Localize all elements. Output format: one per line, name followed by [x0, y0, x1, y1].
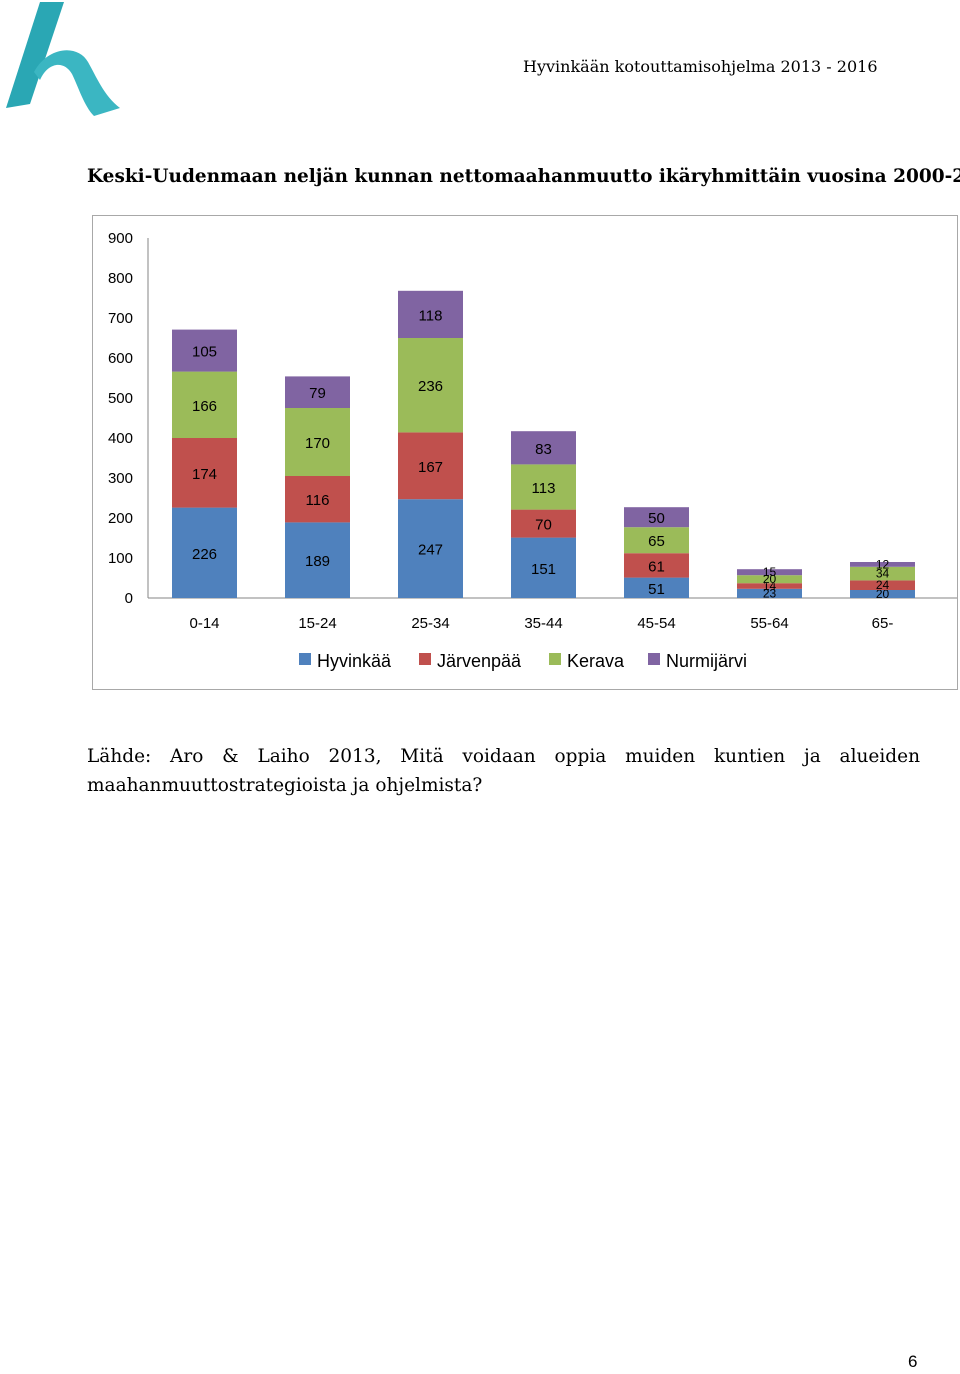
- data-label: 170: [305, 435, 330, 452]
- legend-swatch: [299, 653, 311, 665]
- bar-segment: [737, 588, 802, 598]
- data-label: 105: [192, 344, 217, 361]
- y-tick-label: 200: [108, 510, 133, 527]
- x-tick-label: 0-14: [189, 615, 219, 632]
- source-citation: Lähde: Aro & Laiho 2013, Mitä voidaan op…: [87, 746, 920, 796]
- bar-segment: [285, 376, 350, 408]
- x-tick-label: 25-34: [411, 615, 449, 632]
- x-tick-label: 55-64: [750, 615, 788, 632]
- bar-segment: [511, 464, 576, 510]
- y-tick-label: 900: [108, 230, 133, 247]
- x-tick-label: 15-24: [298, 615, 336, 632]
- bar-segment: [172, 329, 237, 372]
- data-label: 20: [876, 587, 890, 601]
- y-tick-label: 500: [108, 390, 133, 407]
- bar-segment: [285, 522, 350, 598]
- bar-segment: [398, 290, 463, 338]
- document-header-title: Hyvinkään kotouttamisohjelma 2013 - 2016: [523, 57, 878, 76]
- legend-swatch: [419, 653, 431, 665]
- bar-segment: [737, 569, 802, 576]
- bar-segment: [850, 590, 915, 598]
- bar-segment: [285, 476, 350, 523]
- data-label: 61: [648, 558, 665, 575]
- data-label: 65: [648, 533, 665, 550]
- bar-segment: [285, 408, 350, 476]
- stacked-bar-chart: 0 100 200 300 400 500 600 700 800 900 226 174 166 105…: [108, 230, 957, 671]
- data-label: 151: [531, 561, 556, 578]
- bar-segment: [172, 507, 237, 598]
- y-tick-label: 100: [108, 550, 133, 567]
- data-label: 50: [648, 510, 665, 527]
- bar-segment: [398, 432, 463, 500]
- bar-segment: [850, 566, 915, 581]
- bar-segment: [624, 553, 689, 578]
- y-tick-label: 300: [108, 470, 133, 487]
- y-tick-label: 800: [108, 270, 133, 287]
- page-number: 6: [908, 1352, 918, 1371]
- y-tick-label: 400: [108, 430, 133, 447]
- bar-segment: [737, 583, 802, 589]
- data-label: 70: [535, 517, 552, 534]
- x-tick-label: 65-: [872, 615, 894, 632]
- data-label: 12: [876, 557, 890, 571]
- chart-area: 0 100 200 300 400 500 600 700 800 900 226 174 166 105…: [92, 215, 958, 690]
- data-label: 113: [532, 480, 556, 497]
- data-label: 79: [309, 385, 326, 402]
- bar-segment: [850, 562, 915, 567]
- data-label: 23: [763, 586, 777, 600]
- bar-segment: [624, 527, 689, 554]
- x-tick-label: 35-44: [524, 615, 562, 632]
- bar-segment: [511, 537, 576, 598]
- bar-segment: [624, 507, 689, 528]
- data-label: 236: [418, 378, 443, 395]
- bar-segment: [398, 499, 463, 598]
- bar-segment: [511, 431, 576, 465]
- data-label: 166: [192, 398, 217, 415]
- legend-label: Kerava: [567, 651, 625, 671]
- data-label: 189: [305, 553, 330, 570]
- bar-segment: [624, 577, 689, 598]
- data-label: 83: [535, 441, 552, 458]
- data-label: 226: [192, 546, 217, 563]
- data-label: 167: [418, 459, 443, 476]
- data-label: 51: [648, 581, 665, 598]
- y-tick-label: 700: [108, 310, 133, 327]
- bar-segment: [172, 371, 237, 438]
- h-letter-logo: [6, 2, 120, 116]
- data-label: 24: [876, 578, 890, 592]
- y-tick-label: 600: [108, 350, 133, 367]
- bar-segment: [850, 580, 915, 590]
- data-label: 247: [418, 542, 443, 559]
- bar-segment: [511, 509, 576, 538]
- legend-label: Järvenpää: [437, 651, 522, 671]
- legend-label: Nurmijärvi: [666, 651, 747, 671]
- data-label: 116: [306, 492, 330, 509]
- bar-segment: [398, 338, 463, 433]
- legend-swatch: [549, 653, 561, 665]
- legend-label: Hyvinkää: [317, 651, 392, 671]
- chart-title: Keski-Uudenmaan neljän kunnan nettomaaha…: [87, 166, 960, 187]
- data-label: 34: [876, 567, 890, 581]
- data-label: 20: [763, 572, 777, 586]
- data-label: 118: [419, 307, 443, 324]
- bar-segment: [737, 575, 802, 584]
- x-tick-label: 45-54: [637, 615, 675, 632]
- bar-segment: [172, 438, 237, 508]
- y-tick-label: 0: [125, 590, 133, 607]
- data-label: 174: [192, 466, 217, 483]
- data-label: 15: [763, 565, 777, 579]
- legend-swatch: [648, 653, 660, 665]
